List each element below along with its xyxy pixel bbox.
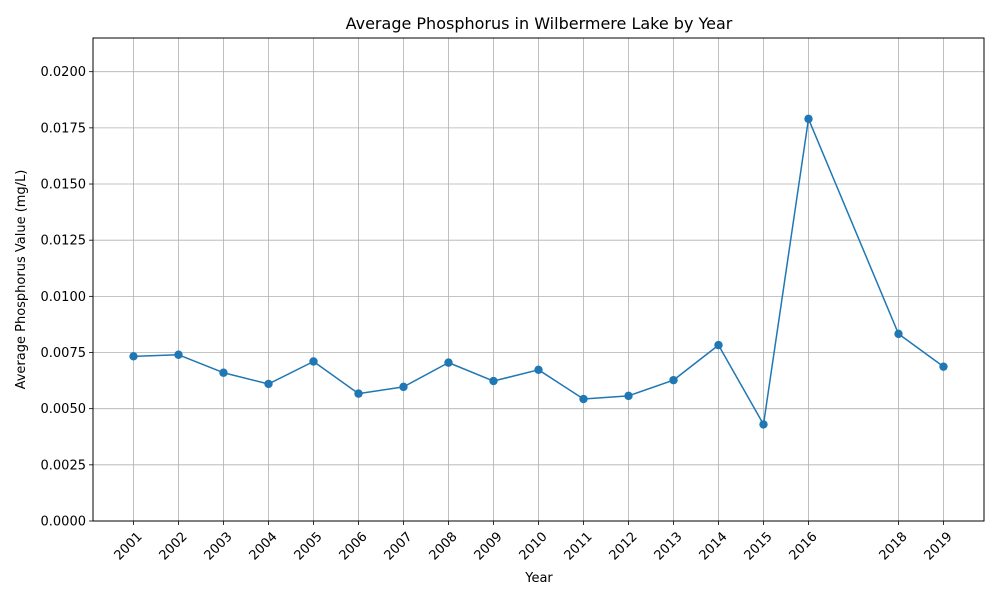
data-point	[264, 379, 273, 389]
data-point	[804, 114, 813, 124]
x-tick-label: 2007	[382, 529, 416, 563]
x-axis-title: Year	[524, 571, 553, 586]
y-tick-label: 0.0100	[41, 290, 87, 305]
chart-title: Average Phosphorus in Wilbermere Lake by…	[346, 14, 733, 33]
x-tick-label: 2009	[472, 529, 506, 563]
y-tick-label: 0.0200	[41, 65, 87, 80]
data-point	[759, 420, 768, 429]
x-tick-label: 2001	[112, 529, 146, 563]
data-point	[399, 382, 408, 392]
series-line	[133, 118, 944, 426]
data-point	[129, 352, 138, 361]
x-tick-label: 2010	[517, 529, 551, 563]
y-tick-label: 0.0125	[41, 234, 87, 249]
data-point	[444, 358, 453, 367]
data-point	[354, 389, 363, 398]
x-tick-label: 2013	[652, 529, 686, 563]
data-point	[894, 329, 903, 339]
x-tick-label: 2014	[697, 529, 731, 563]
x-tick-label: 2018	[877, 529, 911, 563]
data-point	[939, 362, 948, 371]
grid-lines	[93, 38, 984, 522]
y-axis-title: Average Phosphorus Value (mg/L)	[14, 170, 29, 390]
y-tick-label: 0.0000	[41, 515, 87, 530]
data-point	[219, 368, 228, 377]
x-axis: 2001 2002 2003 2004 2005 2006 2007 2008 2009 2010…	[112, 521, 956, 563]
data-point	[534, 365, 543, 375]
data-point	[174, 350, 183, 359]
x-tick-label: 2004	[247, 529, 281, 563]
y-tick-label: 0.0075	[41, 346, 87, 361]
x-tick-label: 2002	[157, 529, 191, 563]
data-point	[579, 394, 588, 404]
x-tick-label: 2012	[607, 529, 641, 563]
x-tick-label: 2016	[787, 529, 821, 563]
y-axis: 0.0000 0.0025 0.0050 0.0075 0.0100 0.0125 0.01…	[41, 65, 93, 530]
y-tick-label: 0.0150	[41, 178, 87, 193]
data-series	[129, 114, 948, 429]
x-tick-label: 2019	[922, 529, 956, 563]
x-tick-label: 2005	[292, 529, 326, 563]
y-tick-label: 0.0175	[41, 121, 87, 136]
x-tick-label: 2008	[427, 529, 461, 563]
data-point	[714, 340, 723, 350]
data-point	[489, 376, 498, 386]
data-point	[669, 375, 678, 385]
data-point	[624, 391, 633, 401]
y-tick-label: 0.0025	[41, 458, 87, 473]
x-tick-label: 2003	[202, 529, 236, 563]
x-tick-label: 2015	[742, 529, 776, 563]
y-tick-label: 0.0050	[41, 402, 87, 417]
x-tick-label: 2011	[562, 529, 596, 563]
data-point	[309, 357, 318, 366]
x-tick-label: 2006	[337, 529, 371, 563]
